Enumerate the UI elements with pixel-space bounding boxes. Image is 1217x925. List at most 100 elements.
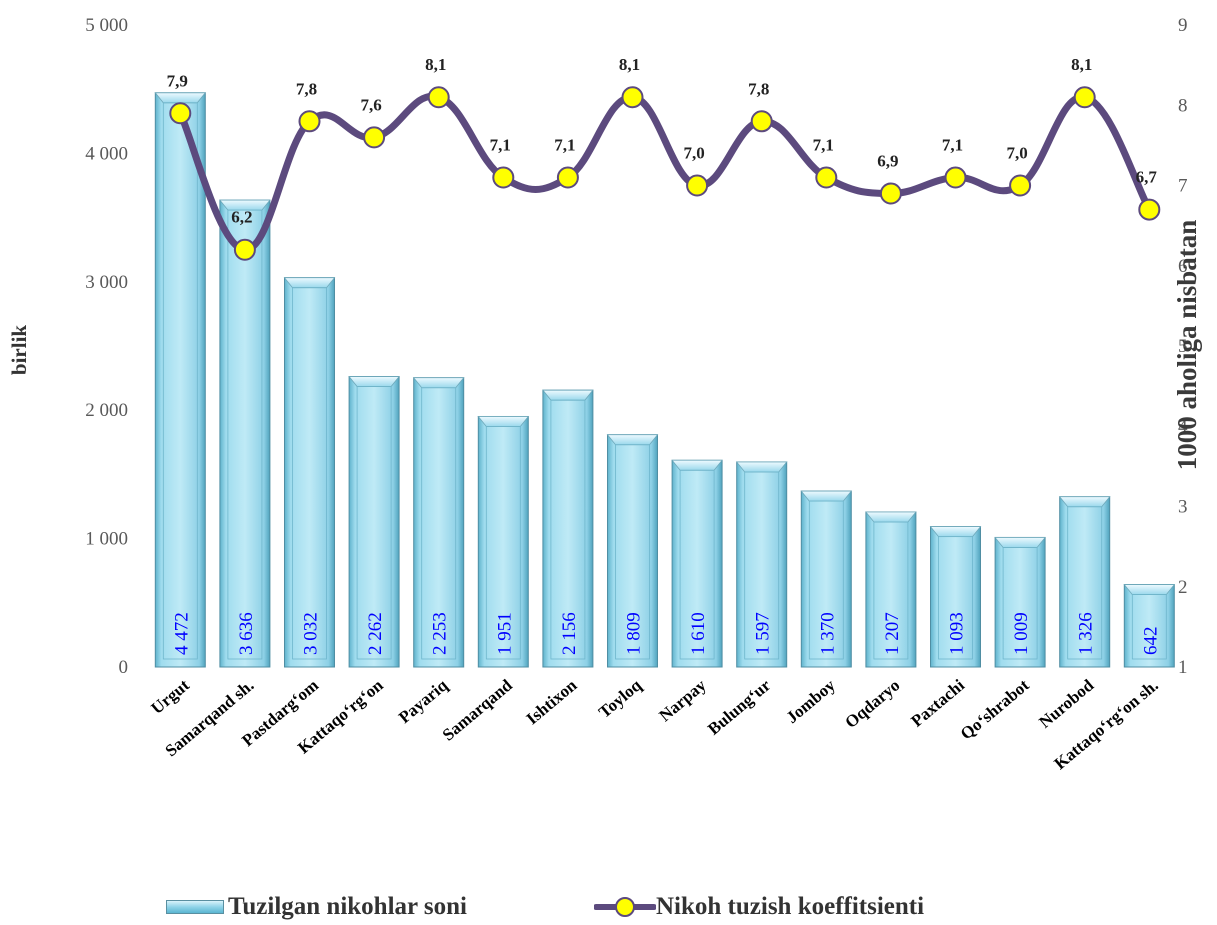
- bar: [1123, 584, 1176, 668]
- bar-inner: [292, 287, 327, 660]
- line-marker: [1138, 198, 1161, 221]
- bar-cap: [671, 459, 723, 471]
- bar-inner: [356, 386, 392, 660]
- bar-value-label: 1 207: [882, 612, 903, 655]
- line-marker: [750, 110, 773, 133]
- right-axis: 1 2 3 4 5 6 7 8 9: [1178, 15, 1188, 678]
- bar-swatch-icon: [166, 900, 224, 914]
- category-label: Ishtixon: [523, 675, 581, 728]
- line-value-label: 7,0: [1006, 144, 1027, 163]
- category-label: Urgut: [147, 675, 193, 718]
- y-left-tick-label: 0: [119, 657, 129, 678]
- bar: [1058, 496, 1111, 668]
- bar-body: [284, 277, 335, 668]
- bar-body: [219, 199, 271, 668]
- line-marker: [621, 86, 644, 109]
- bar-value-label: 1 009: [1011, 612, 1032, 655]
- bar: [477, 415, 530, 668]
- line-path: [176, 92, 1153, 254]
- category-label: Samarqand: [439, 675, 517, 744]
- category-label: Payariq: [395, 675, 452, 727]
- bar-inner: [1002, 547, 1038, 660]
- bar: [929, 526, 982, 668]
- bar-inner: [873, 521, 909, 660]
- bar-inner: [227, 209, 263, 660]
- line-marker: [815, 166, 838, 189]
- line-marker: [879, 182, 902, 205]
- y-right-tick-label: 9: [1178, 15, 1188, 36]
- line-marker: [363, 126, 386, 149]
- line-value-label: 7,1: [490, 135, 511, 154]
- bar: [671, 459, 723, 668]
- bar-cap: [929, 526, 982, 538]
- line-value-label: 7,9: [167, 71, 188, 90]
- bar-cap: [283, 277, 336, 289]
- bar: [154, 92, 207, 668]
- y-axis-right-label: 1000 aholiga nisbatan: [1172, 220, 1202, 471]
- line-value-label: 8,1: [425, 55, 446, 74]
- bar-cap: [800, 490, 853, 502]
- category-label: Nurobod: [1035, 675, 1097, 732]
- line-value-label: 8,1: [619, 55, 640, 74]
- line-marker: [556, 166, 579, 189]
- bar-cap: [1058, 496, 1111, 508]
- line-marker-icon: [594, 897, 656, 917]
- bar-cap: [606, 434, 659, 446]
- y-left-tick-label: 1 000: [85, 529, 128, 550]
- bar-value-label: 2 156: [559, 612, 580, 655]
- bar: [865, 511, 917, 668]
- bar-inner: [679, 469, 715, 660]
- bar-cap: [412, 377, 465, 389]
- bar: [348, 376, 400, 668]
- bar: [542, 389, 594, 668]
- bar: [606, 434, 659, 668]
- line-marker: [686, 174, 709, 197]
- y-left-tick-label: 2 000: [85, 400, 128, 421]
- bar-value-label: 1 610: [688, 612, 709, 655]
- y-left-tick-label: 3 000: [85, 272, 128, 293]
- bar-value-label: 1 809: [624, 612, 645, 655]
- line-value-label: 7,6: [360, 95, 381, 114]
- bar-series: [154, 92, 1176, 668]
- bar: [412, 377, 465, 668]
- category-label: Narpay: [655, 675, 710, 725]
- line-value-label: 7,1: [813, 135, 834, 154]
- bar-value-label: 2 262: [365, 612, 386, 655]
- bar-cap: [542, 389, 594, 401]
- bar-value-label: 1 370: [817, 612, 838, 655]
- bar-inner: [615, 444, 650, 660]
- line-value-label: 7,0: [683, 144, 704, 163]
- y-right-tick-label: 6: [1178, 256, 1188, 277]
- bar-inner: [550, 399, 586, 660]
- line-value-label: 6,2: [231, 208, 252, 227]
- line-marker: [427, 86, 450, 109]
- bar-inner: [938, 536, 973, 660]
- line-value-label: 7,8: [296, 79, 317, 98]
- category-label: Paxtachi: [907, 675, 968, 730]
- y-right-tick-label: 1: [1178, 657, 1188, 678]
- bar-cap: [735, 461, 788, 473]
- bar-inner: [1131, 594, 1167, 660]
- y-right-tick-label: 2: [1178, 577, 1188, 598]
- bar: [800, 490, 853, 668]
- category-label: Qo‘shrabot: [957, 675, 1033, 743]
- bar-cap: [1123, 584, 1176, 595]
- line-marker: [169, 102, 192, 125]
- line-marker: [492, 166, 515, 189]
- line-value-label: 7,8: [748, 79, 769, 98]
- category-label: Oqdaryo: [841, 676, 903, 732]
- legend-item-line: Nikoh tuzish koeffitsienti: [594, 893, 924, 921]
- bar-value-label: 1 093: [947, 612, 968, 655]
- line-marker: [1073, 86, 1096, 109]
- bar-cap: [477, 416, 530, 427]
- bar-cap: [994, 537, 1046, 548]
- bar-labels: 4 472 3 636 3 032 2 262 2 253 1 951 2 156 1 809…: [171, 612, 1161, 655]
- bar: [735, 461, 788, 668]
- legend-label-line: Nikoh tuzish koeffitsienti: [656, 893, 925, 920]
- category-label: Bulung‘ur: [704, 675, 774, 738]
- y-right-tick-label: 3: [1178, 497, 1188, 518]
- bar: [283, 277, 336, 668]
- bar-value-label: 4 472: [171, 612, 192, 655]
